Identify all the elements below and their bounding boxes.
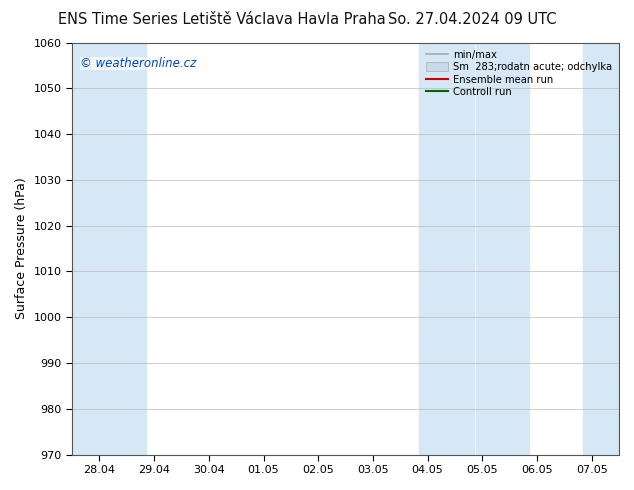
Legend: min/max, Sm  283;rodatn acute; odchylka, Ensemble mean run, Controll run: min/max, Sm 283;rodatn acute; odchylka, … bbox=[424, 48, 614, 99]
Text: ENS Time Series Letiště Václava Havla Praha: ENS Time Series Letiště Václava Havla Pr… bbox=[58, 12, 385, 27]
Text: © weatheronline.cz: © weatheronline.cz bbox=[81, 57, 197, 70]
Y-axis label: Surface Pressure (hPa): Surface Pressure (hPa) bbox=[15, 178, 28, 319]
Bar bbox=[476, 43, 529, 455]
Bar bbox=[72, 43, 146, 455]
Bar bbox=[419, 43, 474, 455]
Bar bbox=[583, 43, 619, 455]
Text: So. 27.04.2024 09 UTC: So. 27.04.2024 09 UTC bbox=[388, 12, 557, 27]
